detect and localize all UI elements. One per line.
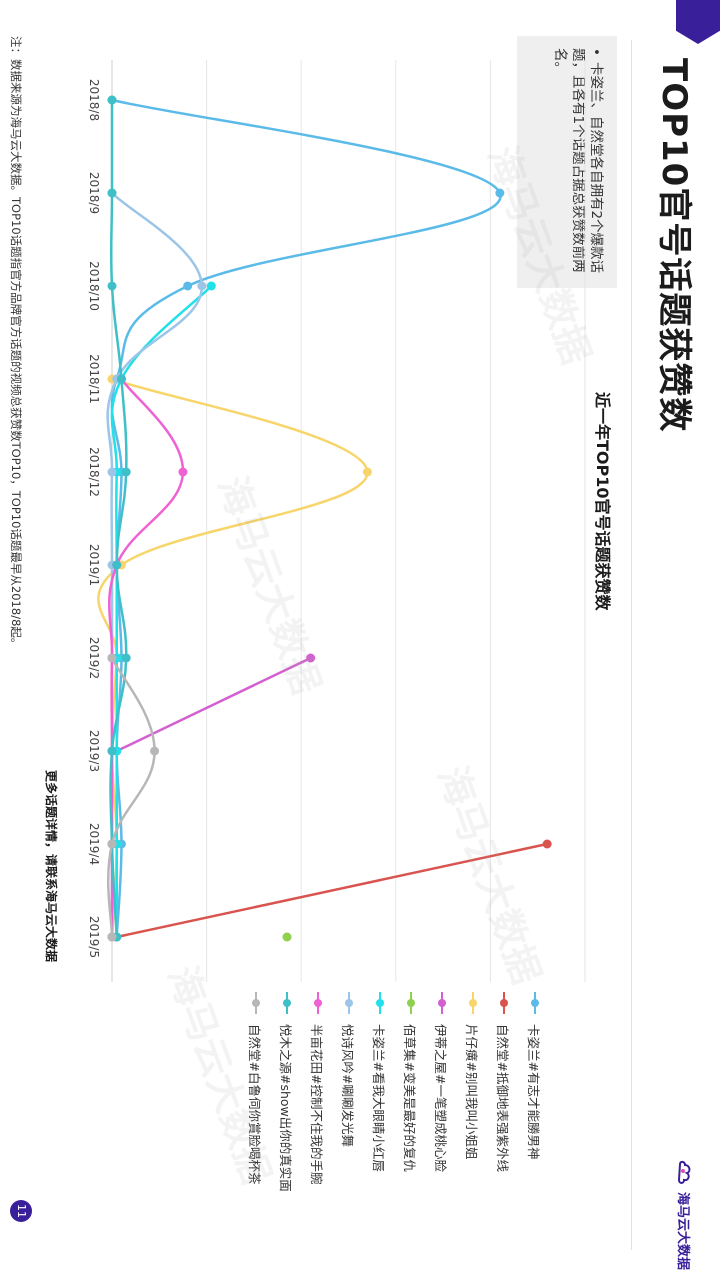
x-tick-label: 2018/8 bbox=[87, 79, 101, 121]
data-point bbox=[107, 95, 117, 105]
legend-swatch-icon bbox=[374, 992, 386, 1014]
legend-swatch-icon bbox=[405, 992, 417, 1014]
data-point bbox=[495, 188, 505, 198]
legend-label: 自然堂#白鲁伺你賞脸喝杯茶 bbox=[247, 1024, 263, 1185]
footnote: 注：数据来源为海马云大数据。TOP10话题指官方品牌官方话题的视频总获赞数TOP… bbox=[9, 36, 23, 650]
data-point bbox=[178, 467, 188, 477]
data-point bbox=[197, 281, 207, 291]
series-line bbox=[97, 377, 369, 939]
x-tick-label: 2019/3 bbox=[87, 730, 101, 772]
data-point bbox=[306, 653, 316, 663]
data-point bbox=[282, 932, 292, 942]
page-number: 11 bbox=[10, 1200, 32, 1222]
legend-label: 悦诗风吟#唰唰发光舞 bbox=[340, 1024, 356, 1147]
legend-label: 片仔癀#别叫我叫小姐姐 bbox=[464, 1024, 480, 1160]
data-point bbox=[107, 467, 117, 477]
x-tick-label: 2018/12 bbox=[87, 447, 101, 497]
legend-item: 悦木之源#show出你的真实面 bbox=[277, 992, 297, 1192]
legend-label: 半亩花田#控制不住我的手腕 bbox=[309, 1024, 325, 1185]
data-point bbox=[107, 281, 117, 291]
legend-item: 半亩花田#控制不住我的手腕 bbox=[308, 992, 328, 1184]
legend-label: 伊蒂之屋#一笔塑成桃心脸 bbox=[433, 1024, 449, 1172]
legend-item: 自然堂#白鲁伺你賞脸喝杯茶 bbox=[246, 992, 266, 1184]
data-point bbox=[112, 560, 122, 570]
data-point bbox=[183, 281, 193, 291]
data-point bbox=[107, 653, 117, 663]
data-point bbox=[116, 374, 126, 384]
cloud-logo-icon bbox=[678, 1160, 691, 1184]
data-point bbox=[362, 467, 372, 477]
legend-swatch-icon bbox=[312, 992, 324, 1014]
data-point bbox=[107, 932, 117, 942]
legend-item: 片仔癀#别叫我叫小姐姐 bbox=[463, 992, 483, 1159]
x-tick-label: 2018/10 bbox=[87, 261, 101, 311]
legend-swatch-icon bbox=[467, 992, 479, 1014]
x-tick-label: 2018/11 bbox=[87, 354, 101, 404]
legend-item: 卡姿兰#看我大眼睛小红唇 bbox=[370, 992, 390, 1172]
legend-swatch-icon bbox=[343, 992, 355, 1014]
data-point bbox=[121, 467, 131, 477]
legend-label: 自然堂#抵御地表强紫外线 bbox=[495, 1024, 511, 1172]
series-line bbox=[109, 98, 128, 939]
series-line bbox=[106, 656, 156, 939]
x-tick-label: 2019/5 bbox=[87, 916, 101, 958]
legend-label: 佰草集#变美是最好的复仇 bbox=[402, 1024, 418, 1172]
legend-label: 卡姿兰#看我大眼睛小红唇 bbox=[371, 1024, 387, 1172]
legend-item: 卡姿兰#有志才能勝男神 bbox=[525, 992, 545, 1159]
legend-swatch-icon bbox=[250, 992, 262, 1014]
data-point bbox=[121, 653, 131, 663]
series-line bbox=[115, 842, 549, 939]
legend-item: 悦诗风吟#唰唰发光舞 bbox=[339, 992, 359, 1147]
data-point bbox=[206, 281, 216, 291]
data-point bbox=[107, 188, 117, 198]
legend-item: 佰草集#变美是最好的复仇 bbox=[401, 992, 421, 1172]
series-line bbox=[115, 656, 312, 753]
data-point bbox=[150, 746, 160, 756]
data-point bbox=[107, 746, 117, 756]
legend-swatch-icon bbox=[436, 992, 448, 1014]
legend-swatch-icon bbox=[529, 992, 541, 1014]
x-tick-label: 2019/4 bbox=[87, 823, 101, 865]
data-point bbox=[542, 839, 552, 849]
x-tick-label: 2019/1 bbox=[87, 544, 101, 586]
brand: 海马云大数据 bbox=[675, 1160, 694, 1270]
series-line bbox=[110, 98, 502, 939]
legend-swatch-icon bbox=[281, 992, 293, 1014]
data-point bbox=[107, 839, 117, 849]
legend-label: 卡姿兰#有志才能勝男神 bbox=[526, 1024, 542, 1160]
more-info-text: 更多话题详情，请联系海马云大数据 bbox=[44, 770, 58, 963]
legend-item: 自然堂#抵御地表强紫外线 bbox=[494, 992, 514, 1172]
legend-label: 悦木之源#show出你的真实面 bbox=[278, 1024, 294, 1192]
legend-item: 伊蒂之屋#一笔塑成桃心脸 bbox=[432, 992, 452, 1172]
x-tick-label: 2018/9 bbox=[87, 172, 101, 214]
legend-swatch-icon bbox=[498, 992, 510, 1014]
x-tick-label: 2019/2 bbox=[87, 637, 101, 679]
